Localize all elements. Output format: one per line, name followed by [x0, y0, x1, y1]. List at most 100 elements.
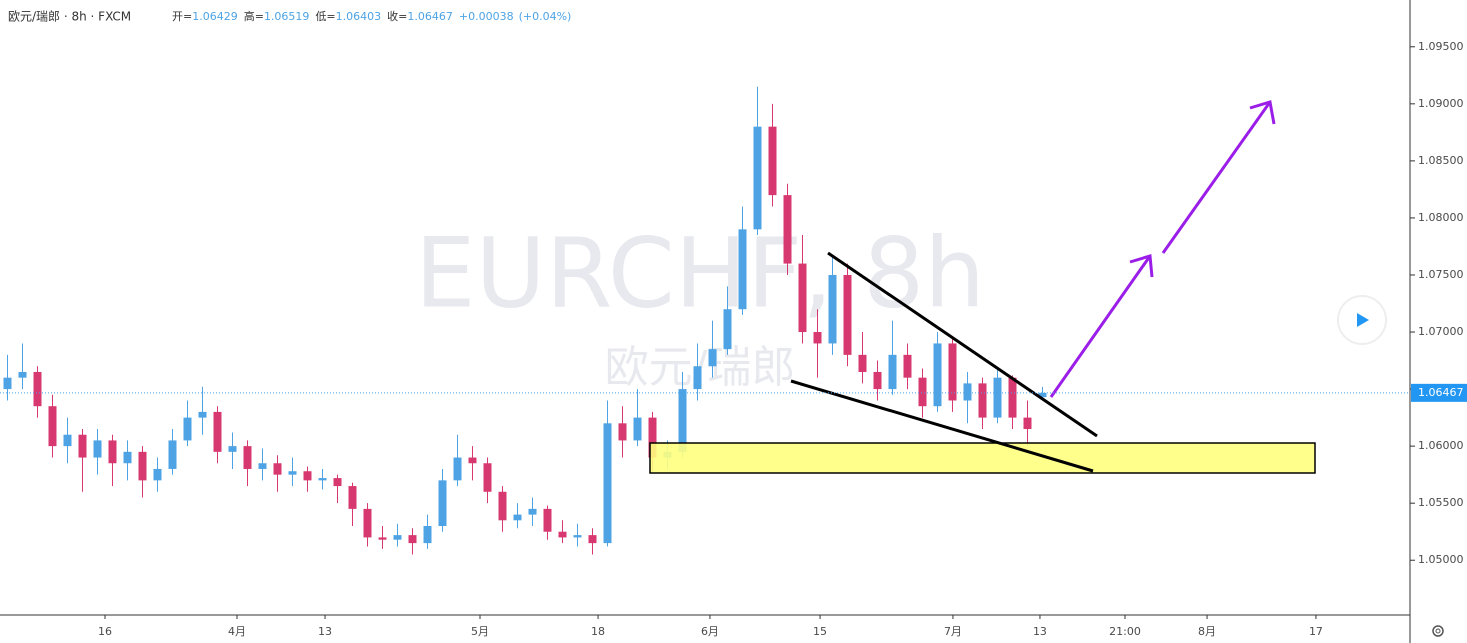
- candles: [3, 86, 1047, 555]
- candle-body: [273, 463, 282, 475]
- x-tick-label: 16: [98, 625, 112, 638]
- ohlc-label: 开=: [172, 10, 192, 23]
- trend-line: [827, 251, 1098, 438]
- candle-body: [963, 383, 972, 401]
- change: +0.00038: [459, 10, 514, 23]
- ohlc-label: 收=: [387, 9, 407, 23]
- candle-body: [363, 508, 372, 538]
- candle-body: [978, 383, 987, 418]
- symbol-title: 欧元/瑞郎 · 8h · FXCM: [8, 10, 131, 24]
- ohlc-values: 开=1.06429 高=1.06519 低=1.06403 收=1.06467 +0.0…: [172, 9, 571, 23]
- y-tick-label: 1.08500: [1418, 154, 1464, 167]
- settings-icon[interactable]: [1432, 625, 1444, 637]
- x-tick-label: 18: [591, 625, 605, 638]
- candle-body: [903, 354, 912, 378]
- y-tick-label: 1.07500: [1418, 268, 1464, 281]
- candle-body: [228, 446, 237, 452]
- candle-body: [468, 457, 477, 464]
- ohlc-value: 1.06519: [264, 10, 310, 23]
- candle-body: [183, 417, 192, 441]
- ohlc-legend: 开=1.06429 高=1.06519 低=1.06403 收=1.06467 +0.0…: [172, 9, 571, 23]
- x-tick-label: 7月: [944, 625, 962, 638]
- last-price-label: 1.06467: [1418, 386, 1464, 399]
- candle-body: [858, 354, 867, 372]
- candle-body: [1023, 417, 1032, 430]
- candle-body: [783, 195, 792, 264]
- play-button[interactable]: [1337, 295, 1387, 345]
- ohlc-value: 1.06403: [336, 10, 382, 23]
- drawings: [649, 100, 1316, 474]
- trend-line: [790, 379, 1094, 473]
- ohlc-label: 高=: [244, 9, 264, 23]
- y-tick-label: 1.06000: [1418, 439, 1464, 452]
- candle-body: [48, 406, 57, 447]
- candle-body: [648, 417, 657, 458]
- candle-body: [393, 535, 402, 540]
- candle-body: [63, 434, 72, 447]
- candle-body: [708, 349, 717, 367]
- candle-body: [258, 463, 267, 469]
- candle-body: [108, 440, 117, 464]
- candle-body: [153, 468, 162, 481]
- y-tick-label: 1.05000: [1418, 553, 1464, 566]
- ohlc-label: 低=: [315, 10, 335, 23]
- candle-body: [513, 514, 522, 521]
- candle-body: [618, 423, 627, 441]
- x-tick-label: 21:00: [1109, 625, 1141, 638]
- candle-body: [288, 471, 297, 475]
- candle-body: [558, 531, 567, 538]
- watermark: EURCHF, 8h: [415, 217, 985, 329]
- candle-body: [753, 126, 762, 230]
- candle-body: [918, 377, 927, 407]
- candle-body: [693, 366, 702, 390]
- y-tick-label: 1.07000: [1418, 325, 1464, 338]
- candle-body: [993, 377, 1002, 418]
- candle-body: [798, 263, 807, 333]
- support-zone: [649, 442, 1316, 474]
- arrow: [1049, 100, 1276, 398]
- candle-body: [318, 478, 327, 481]
- x-tick-label: 13: [318, 625, 332, 638]
- candle-body: [768, 126, 777, 196]
- candle-body: [603, 423, 612, 544]
- candle-body: [333, 478, 342, 487]
- candle-body: [633, 417, 642, 441]
- candle-body: [873, 371, 882, 390]
- candle-body: [93, 440, 102, 458]
- x-tick-label: 5月: [471, 625, 489, 638]
- candle-body: [573, 535, 582, 538]
- candle-body: [678, 389, 687, 452]
- candle-body: [588, 535, 597, 544]
- candle-body: [78, 434, 87, 458]
- candle-body: [168, 440, 177, 469]
- candle-body: [303, 471, 312, 481]
- x-tick-label: 15: [813, 625, 827, 638]
- last-price-box: [1411, 383, 1467, 402]
- candle-body: [123, 451, 132, 464]
- candle-body: [738, 229, 747, 310]
- x-tick-label: 8月: [1198, 625, 1216, 638]
- candle-body: [138, 451, 147, 481]
- y-tick-label: 1.09500: [1418, 40, 1464, 53]
- candle-body: [948, 343, 957, 401]
- x-tick-label: 17: [1309, 625, 1323, 638]
- x-tick-label: 4月: [228, 625, 246, 638]
- candle-body: [3, 377, 12, 390]
- x-tick-label: 13: [1033, 625, 1047, 638]
- change-pct: (+0.04%): [519, 10, 572, 23]
- candle-body: [243, 446, 252, 469]
- candle-body: [543, 508, 552, 532]
- ohlc-value: 1.06429: [192, 10, 238, 23]
- candle-body: [888, 354, 897, 390]
- candle-body: [528, 508, 537, 515]
- candle-body: [423, 526, 432, 544]
- candle-body: [813, 332, 822, 344]
- candle-body: [933, 343, 942, 407]
- candle-body: [723, 309, 732, 350]
- ohlc-value: 1.06467: [407, 10, 453, 23]
- candle-body: [198, 411, 207, 418]
- y-tick-label: 1.08000: [1418, 211, 1464, 224]
- candle-body: [18, 371, 27, 378]
- x-tick-label: 6月: [701, 625, 719, 638]
